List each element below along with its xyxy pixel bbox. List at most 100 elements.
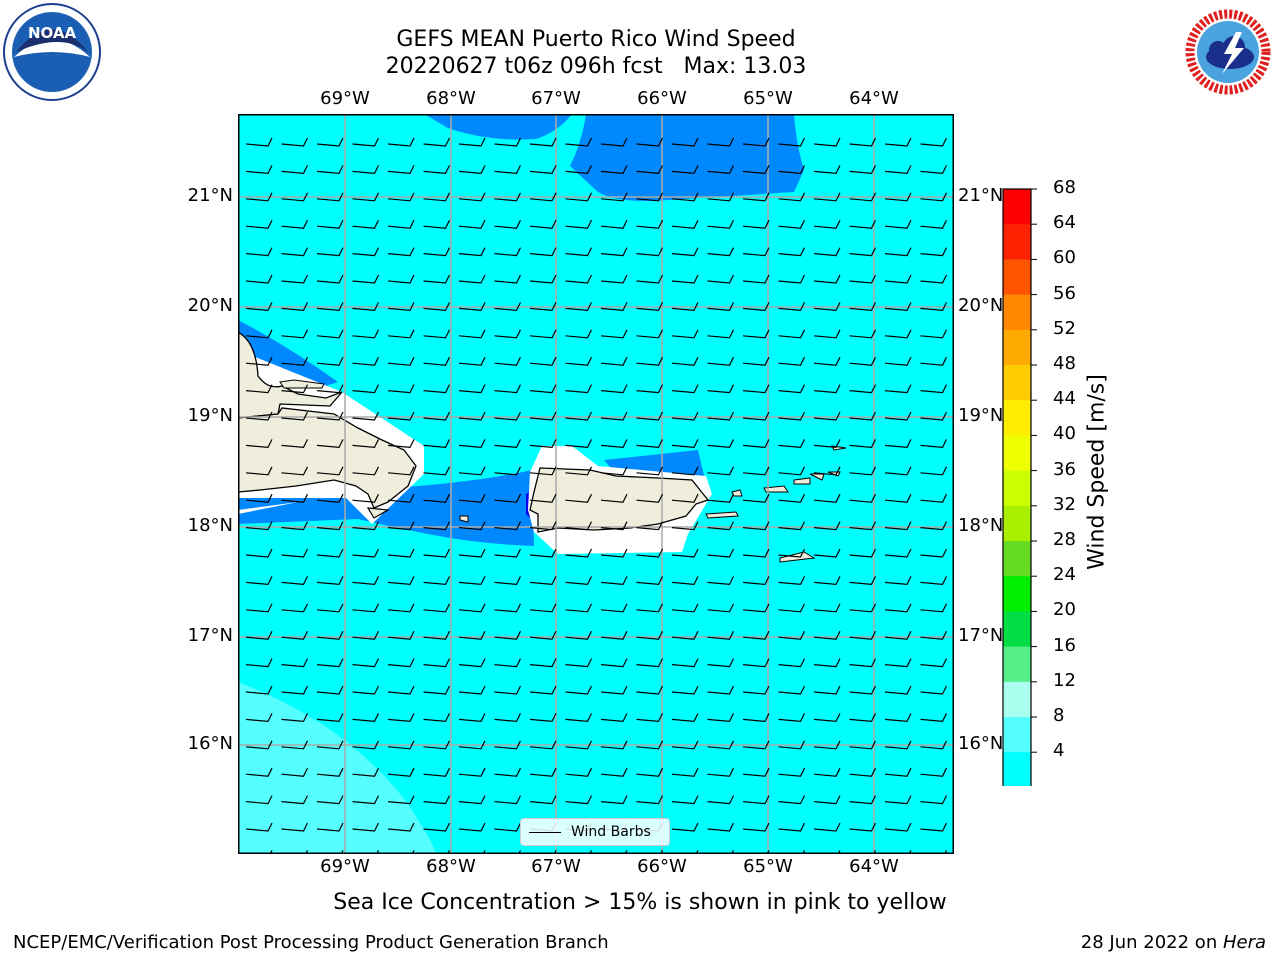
wind-barb	[423, 274, 451, 284]
wind-barb	[423, 192, 451, 202]
wind-barb	[529, 165, 557, 175]
wind-barb	[245, 521, 273, 531]
land-hispaniola	[238, 331, 343, 419]
wind-barb	[529, 356, 557, 366]
wind-barb	[387, 302, 415, 312]
wind-barb	[778, 493, 806, 503]
footer-date-text: 28 Jun 2022 on	[1080, 932, 1223, 953]
wind-barb	[636, 466, 664, 476]
wind-barb	[849, 165, 877, 175]
wind-barb	[387, 165, 415, 175]
wind-barb	[778, 548, 806, 558]
colorbar-segment	[1003, 681, 1031, 718]
wind-barb	[423, 219, 451, 229]
wind-barb	[281, 192, 309, 202]
wind-barb	[707, 603, 735, 613]
wind-barb	[707, 795, 735, 805]
land-bvi-2	[809, 473, 825, 481]
wind-barb	[316, 603, 344, 613]
wind-barb	[352, 713, 380, 723]
wind-barb	[813, 713, 841, 723]
wind-barb	[671, 356, 699, 366]
wind-barb	[494, 192, 522, 202]
wind-barb	[884, 521, 912, 531]
wind-barb	[636, 576, 664, 586]
colorbar-segment	[1003, 541, 1031, 577]
colorbar-segment	[1003, 365, 1031, 401]
wind-barb	[423, 493, 451, 503]
wind-barb	[813, 658, 841, 668]
wind-barb	[352, 521, 380, 531]
wind-barb	[494, 356, 522, 366]
lat-label-left: 19°N	[187, 405, 233, 426]
wind-barb	[849, 302, 877, 312]
wind-barb	[245, 630, 273, 640]
wind-barb	[387, 685, 415, 695]
noaa-logo: NOAA	[3, 3, 101, 101]
wind-barb	[707, 521, 735, 531]
wind-barb	[813, 411, 841, 421]
wind-barb	[813, 767, 841, 777]
colorbar-tick-label: 32	[1053, 493, 1076, 515]
wind-barb	[529, 439, 557, 449]
colorbar-tick-label: 40	[1053, 423, 1076, 445]
wind-barb	[600, 630, 628, 640]
wind-barb	[458, 521, 486, 531]
wind-barb	[671, 740, 699, 750]
wind-barb	[423, 740, 451, 750]
wind-barb	[352, 576, 380, 586]
wind-barb	[316, 740, 344, 750]
wind-barb	[458, 329, 486, 339]
wind-barb	[600, 247, 628, 257]
wind-barb	[742, 192, 770, 202]
lon-label-bottom: 68°W	[426, 856, 476, 877]
lon-label-bottom: 65°W	[743, 856, 793, 877]
wind-barb	[245, 658, 273, 668]
wind-barb	[636, 439, 664, 449]
colorbar-segment	[1003, 224, 1031, 260]
wind-barb	[778, 740, 806, 750]
wind-speed-map	[238, 114, 954, 854]
colorbar-segment	[1003, 646, 1031, 683]
wind-barb	[920, 603, 948, 613]
lat-label-left: 16°N	[187, 733, 233, 754]
wind-barb	[565, 137, 593, 147]
wind-barb	[671, 685, 699, 695]
wind-barb	[529, 548, 557, 558]
colorbar-segment	[1003, 189, 1031, 225]
wind-barb	[387, 466, 415, 476]
wind-barb	[352, 822, 380, 832]
wind-barb	[316, 493, 344, 503]
wind-barb	[245, 356, 273, 366]
wind-barb	[423, 165, 451, 175]
wind-barb	[565, 795, 593, 805]
wind-barb	[742, 822, 770, 832]
wind-barb	[636, 219, 664, 229]
wind-barb	[920, 192, 948, 202]
wind-barb	[813, 219, 841, 229]
wind-barb	[920, 384, 948, 394]
wind-barb	[920, 411, 948, 421]
wind-barb	[920, 658, 948, 668]
wind-barb	[671, 466, 699, 476]
wind-barb	[458, 274, 486, 284]
wind-barb	[245, 137, 273, 147]
wind-barb	[458, 576, 486, 586]
wind-barb	[600, 576, 628, 586]
legend-label: Wind Barbs	[571, 824, 651, 840]
wind-barb	[281, 576, 309, 586]
wind-barb	[529, 713, 557, 723]
wind-barb	[245, 439, 273, 449]
wind-barb	[884, 795, 912, 805]
wind-barb	[565, 329, 593, 339]
wind-barb	[849, 356, 877, 366]
colorbar-tick-label: 48	[1053, 353, 1076, 374]
wind-barb	[849, 384, 877, 394]
wind-barb	[387, 521, 415, 531]
wind-barb	[636, 165, 664, 175]
wind-barb	[636, 795, 664, 805]
footer-machine: Hera	[1222, 932, 1266, 953]
wind-barb	[813, 192, 841, 202]
wind-barb	[387, 439, 415, 449]
wind-barb	[458, 713, 486, 723]
